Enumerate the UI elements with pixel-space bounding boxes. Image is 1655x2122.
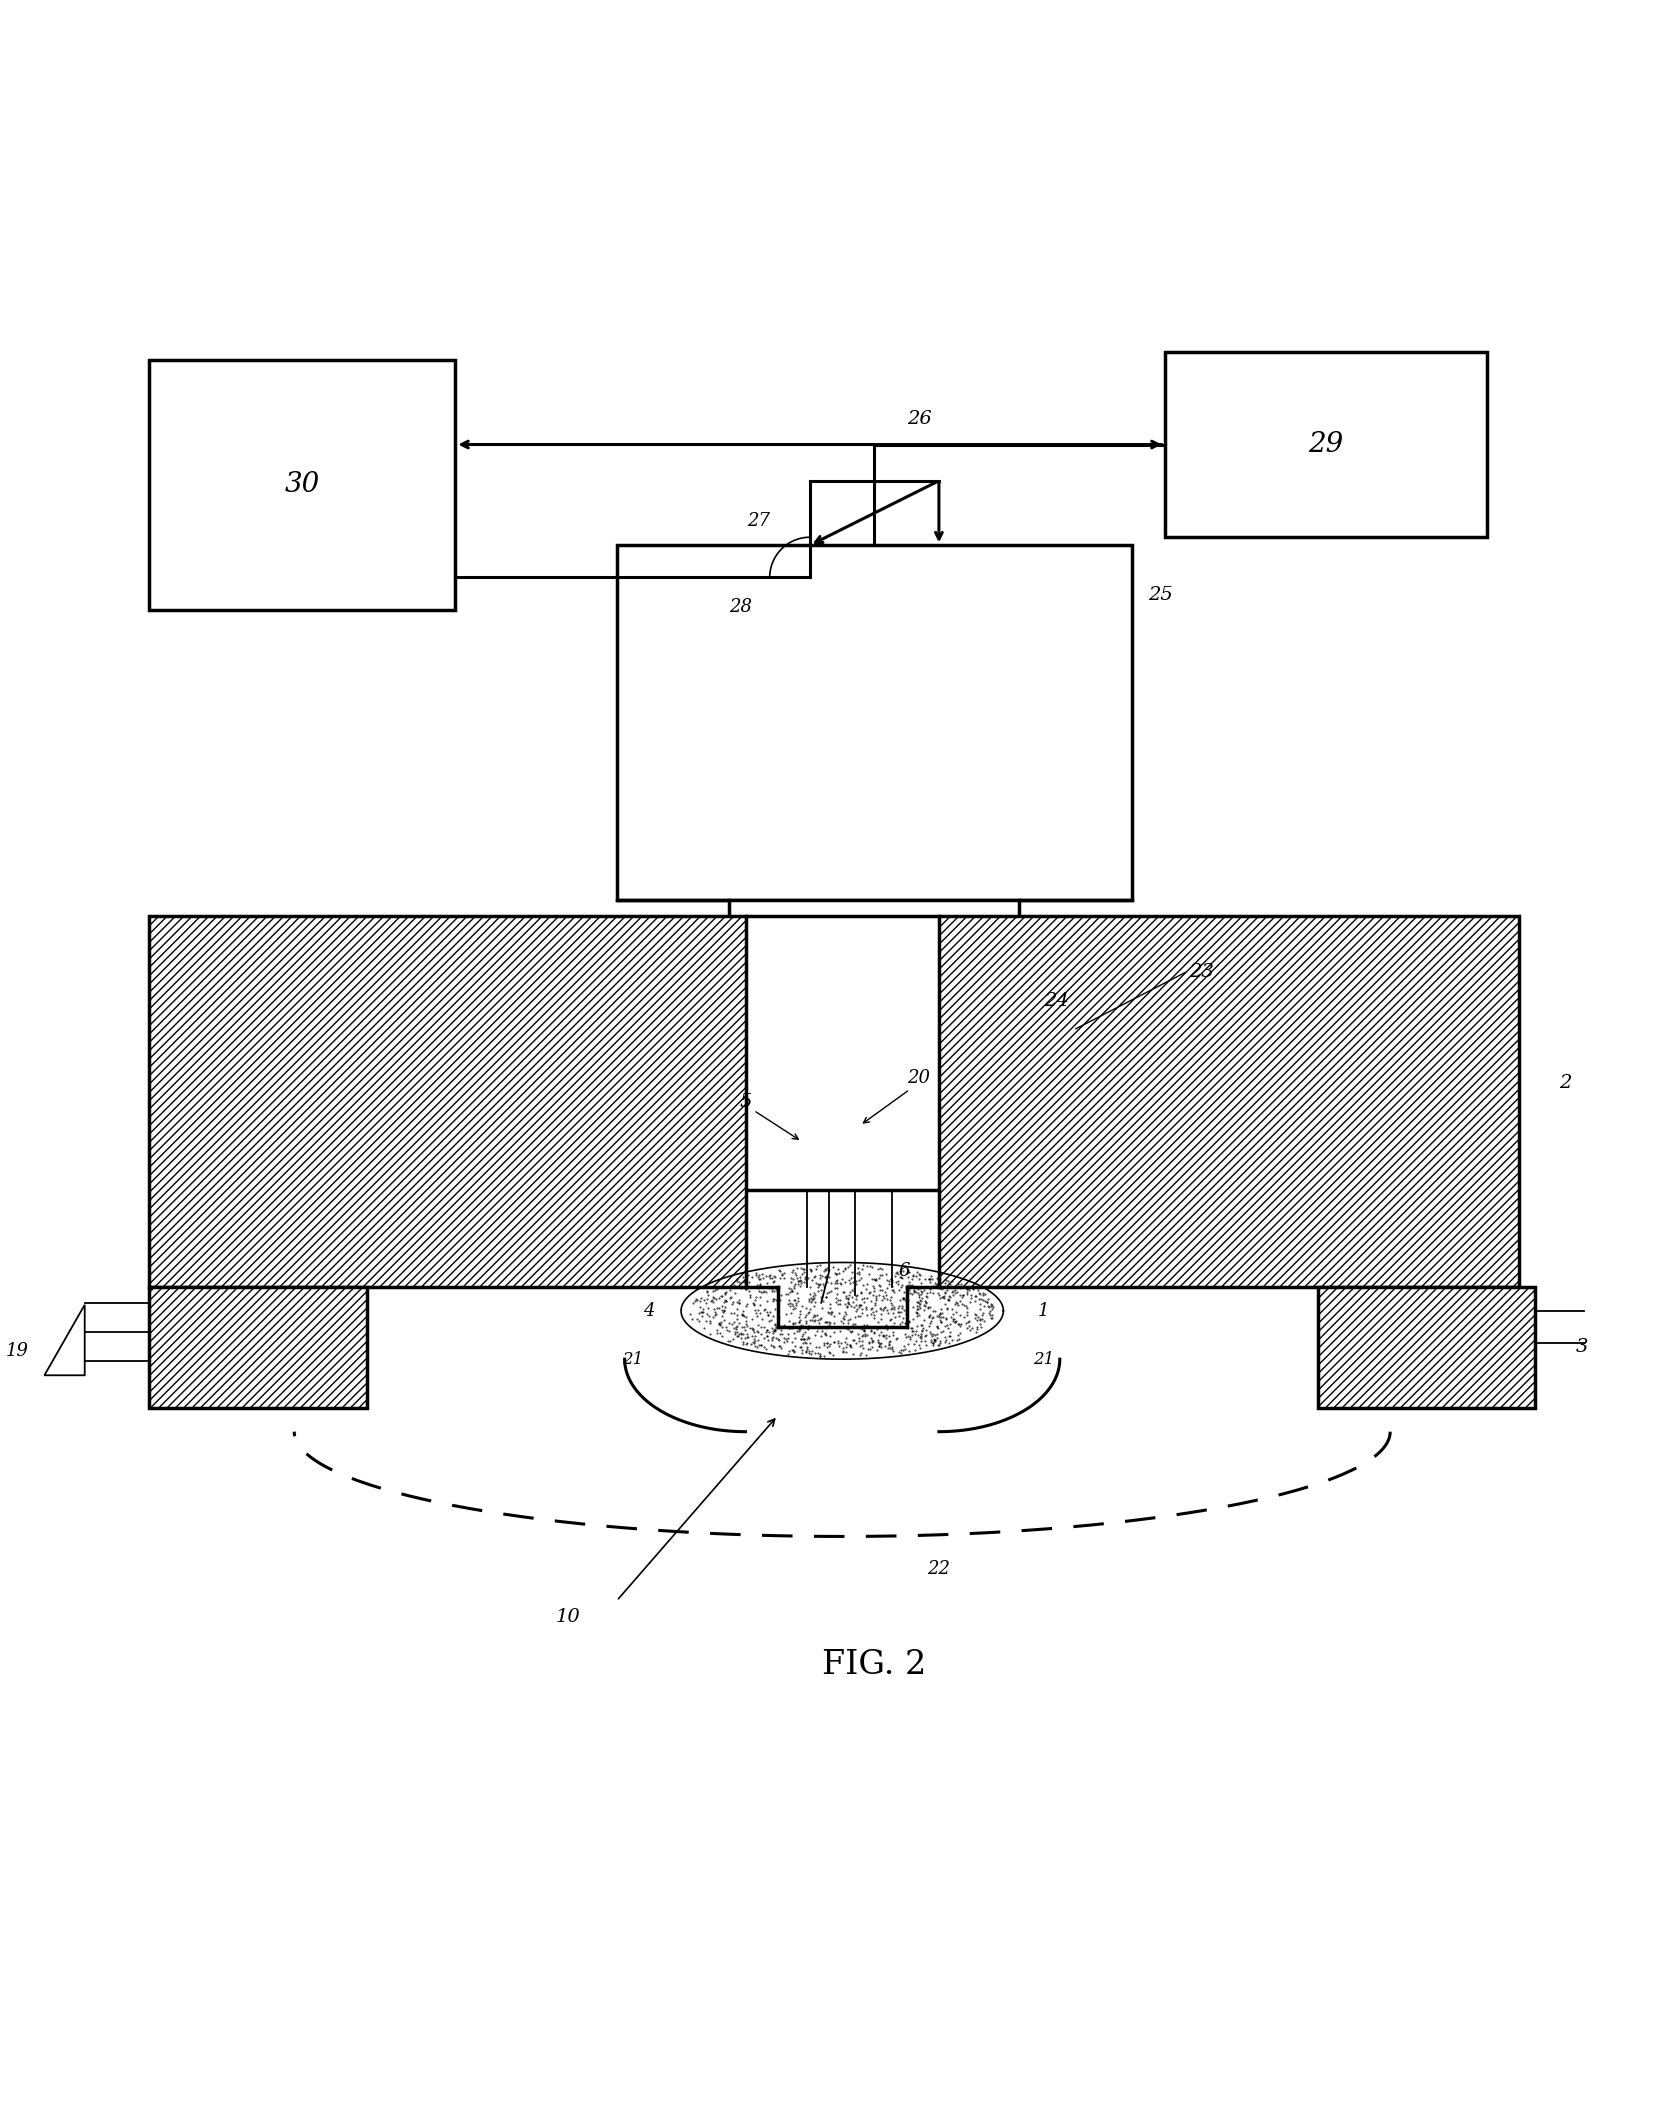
Bar [149,361,455,609]
Text: 27: 27 [746,511,770,530]
Text: 23: 23 [1188,963,1213,980]
Text: 5: 5 [740,1093,751,1112]
Text: 1: 1 [1038,1301,1049,1320]
Bar [730,900,1019,1190]
Bar [149,917,745,1286]
Text: 19: 19 [5,1341,28,1360]
Text: 4: 4 [644,1301,655,1320]
Text: 30: 30 [285,471,319,499]
Polygon shape [45,1305,84,1375]
Text: 22: 22 [927,1560,950,1577]
Text: 20: 20 [907,1069,930,1086]
Text: 10: 10 [556,1608,581,1625]
Bar [938,917,1519,1286]
Text: 3: 3 [1576,1339,1587,1356]
Text: 28: 28 [730,598,753,615]
Text: 29: 29 [1307,431,1344,458]
Text: FIG. 2: FIG. 2 [823,1649,927,1681]
Bar [1317,1286,1536,1407]
Bar [149,1286,367,1407]
Text: 21: 21 [622,1352,644,1369]
Bar [1165,352,1486,537]
Text: 21: 21 [1033,1352,1054,1369]
Text: 25: 25 [1149,586,1173,603]
Text: 2: 2 [1559,1074,1572,1091]
Bar [617,545,1132,900]
Text: 24: 24 [1044,993,1069,1010]
Text: 26: 26 [907,410,932,429]
Text: 6: 6 [899,1260,910,1280]
